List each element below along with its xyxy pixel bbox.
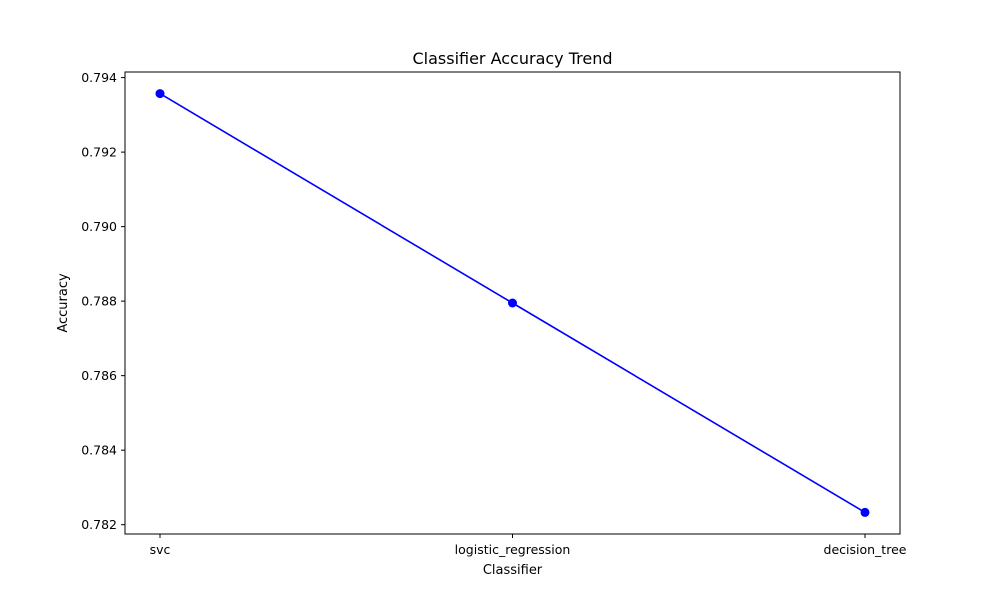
- data-point: [155, 89, 165, 99]
- x-axis-label: Classifier: [483, 563, 543, 578]
- x-tick-label: svc: [150, 542, 171, 557]
- y-tick-label: 0.792: [81, 145, 117, 160]
- y-tick-label: 0.784: [81, 443, 117, 458]
- y-axis-ticks: 0.782 0.784 0.786 0.788 0.790 0.792 0.794: [81, 70, 125, 532]
- y-tick-label: 0.790: [81, 219, 117, 234]
- chart-title: Classifier Accuracy Trend: [412, 49, 612, 68]
- y-tick-label: 0.782: [81, 517, 117, 532]
- x-tick-label: logistic_regression: [455, 542, 571, 557]
- series-layer: [155, 89, 870, 517]
- data-point: [508, 298, 517, 308]
- y-tick-label: 0.788: [81, 294, 117, 309]
- x-axis-ticks: svc logistic_regression decision_tree: [150, 534, 907, 557]
- y-tick-label: 0.794: [81, 70, 117, 85]
- x-tick-label: decision_tree: [824, 542, 907, 557]
- y-axis-label: Accuracy: [56, 273, 71, 333]
- y-tick-label: 0.786: [81, 368, 117, 383]
- data-point: [860, 507, 870, 517]
